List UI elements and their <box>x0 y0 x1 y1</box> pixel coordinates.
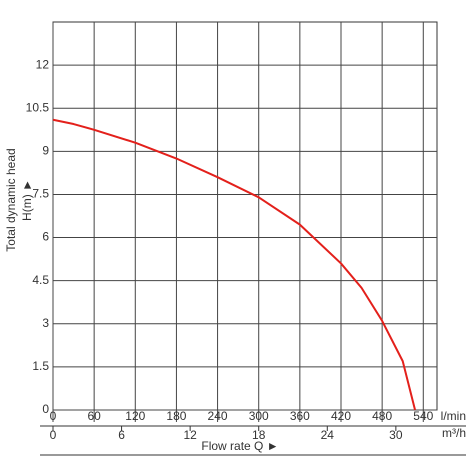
y-axis-unit: H(m) ► <box>20 179 34 221</box>
x2-tick-label: 30 <box>389 428 403 442</box>
x-tick-label: 180 <box>166 409 186 423</box>
x-tick-label: 360 <box>290 409 310 423</box>
x-tick-label: 480 <box>372 409 392 423</box>
y-tick-label: 6 <box>42 230 49 244</box>
x-tick-label: 120 <box>125 409 145 423</box>
y-tick-label: 7.5 <box>32 187 49 201</box>
x2-tick-label: 12 <box>183 428 197 442</box>
x2-axis-unit: m³/h <box>442 426 466 440</box>
x-tick-label: 300 <box>249 409 269 423</box>
x-tick-label: 420 <box>331 409 351 423</box>
x-tick-label: 240 <box>208 409 228 423</box>
y-tick-label: 4.5 <box>32 273 49 287</box>
y-axis-label: Total dynamic head <box>4 148 18 251</box>
x-axis-label: Flow rate Q ► <box>201 439 278 453</box>
x2-tick-label: 18 <box>252 428 266 442</box>
y-tick-label: 12 <box>36 57 50 71</box>
x2-tick-label: 6 <box>118 428 125 442</box>
plot-frame <box>52 21 438 411</box>
y-tick-label: 10.5 <box>26 100 50 114</box>
x-tick-label: 60 <box>87 409 101 423</box>
y-tick-label: 1.5 <box>32 359 49 373</box>
x2-tick-label: 24 <box>321 428 335 442</box>
x2-tick-label: 0 <box>50 428 57 442</box>
y-tick-label: 9 <box>42 144 49 158</box>
x-axis-unit: l/min <box>441 409 466 423</box>
x-tick-label: 0 <box>50 409 57 423</box>
pump-curve <box>52 118 417 411</box>
y-tick-label: 3 <box>42 316 49 330</box>
x-tick-label: 540 <box>413 409 433 423</box>
y-tick-label: 0 <box>42 402 49 416</box>
